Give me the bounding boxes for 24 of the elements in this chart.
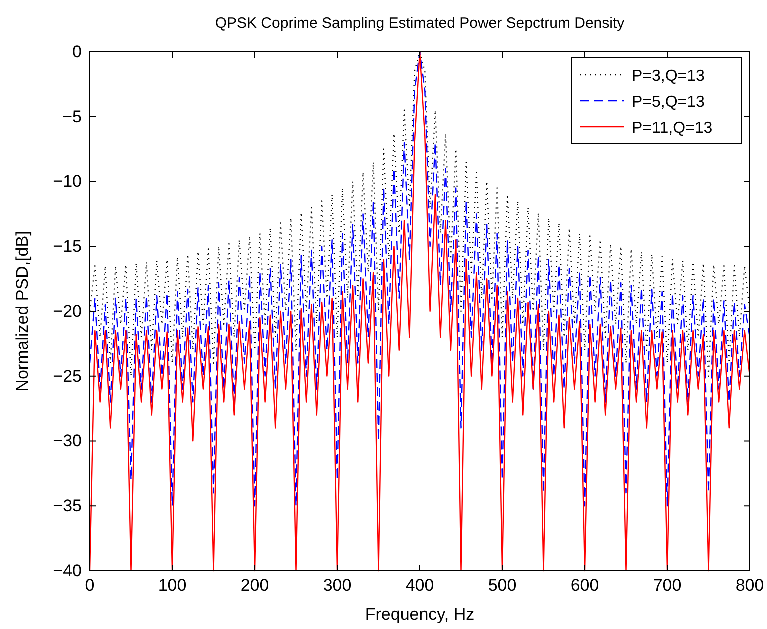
y-axis-title: Normalized PSD,[dB] — [13, 231, 32, 392]
y-tick-label: 0 — [72, 42, 82, 62]
y-tick-label: −35 — [53, 496, 82, 516]
y-tick-label: −15 — [53, 237, 82, 256]
y-tick-label: −30 — [53, 432, 82, 451]
x-tick-label: 300 — [323, 576, 352, 596]
y-tick-label: −10 — [53, 172, 82, 192]
y-tick-label: −40 — [53, 561, 82, 580]
x-tick-label: 100 — [158, 576, 187, 596]
x-tick-label: 800 — [736, 576, 764, 596]
x-tick-label: 500 — [488, 576, 517, 596]
x-tick-label: 400 — [406, 576, 434, 596]
x-tick-label: 700 — [653, 576, 682, 596]
x-tick-label: 600 — [570, 576, 600, 596]
legend-label: P=11,Q=13 — [632, 120, 713, 137]
x-tick-label: 0 — [85, 576, 95, 596]
chart-title: QPSK Coprime Sampling Estimated Power Sepctrum Density — [215, 15, 626, 32]
legend-label: P=3,Q=13 — [632, 68, 706, 85]
x-tick-label: 200 — [240, 576, 270, 596]
legend-label: P=5,Q=13 — [632, 94, 706, 111]
y-tick-label: −20 — [53, 302, 82, 321]
x-axis-title: Frequency, Hz — [365, 605, 475, 624]
y-tick-label: −5 — [62, 107, 82, 126]
y-tick-label: −25 — [53, 366, 82, 386]
